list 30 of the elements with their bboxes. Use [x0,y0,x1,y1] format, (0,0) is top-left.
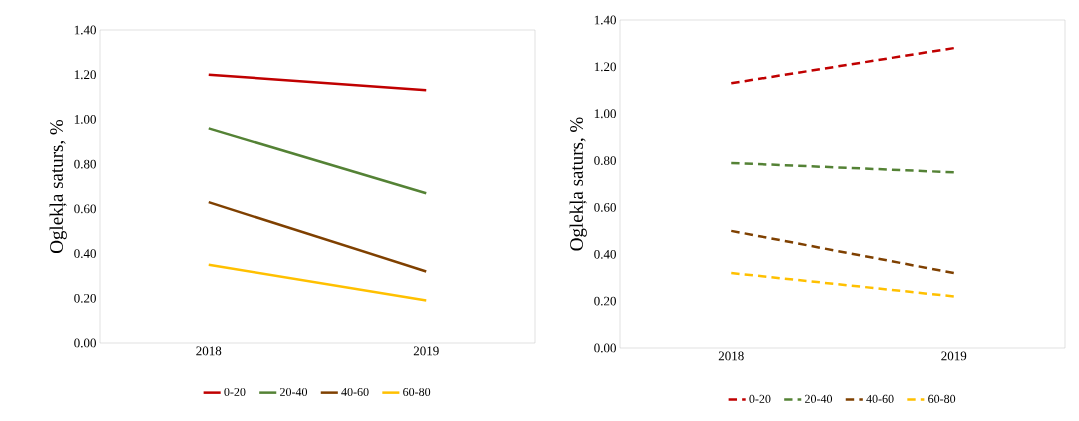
legend-label: 0-20 [224,387,246,396]
x-tick-label: 2019 [413,346,439,356]
y-tick-label: 0.40 [594,249,616,259]
legend-label: 60-80 [928,394,956,403]
y-tick-label: 0.80 [74,159,96,169]
y-tick-label: 1.20 [594,62,616,72]
legend-label: 20-40 [805,394,833,403]
y-tick-label: 0.00 [74,338,96,348]
y-tick-label: 0.60 [74,204,96,214]
y-tick-label: 0.60 [594,203,616,212]
legend-label: 40-60 [866,394,894,403]
y-tick-label: 1.40 [74,25,96,35]
y-tick-label: 0.20 [74,293,96,303]
y-tick-label: 1.00 [594,109,616,119]
legend-label: 60-80 [403,387,431,396]
x-tick-label: 2018 [196,346,222,356]
y-tick-label: 1.00 [74,115,96,124]
legend-label: 40-60 [341,387,369,396]
y-tick-label: 0.00 [594,343,616,353]
x-tick-label: 2018 [718,351,744,361]
y-tick-label: 1.40 [594,15,616,25]
y-tick-label: 0.80 [594,156,616,165]
x-tick-label: 2019 [941,351,967,361]
y-tick-label: 1.20 [74,70,96,80]
y-axis-title: Oglekļa saturs, % [49,119,67,253]
y-tick-label: 0.20 [594,296,616,306]
legend-label: 0-20 [749,394,771,403]
y-tick-label: 0.40 [74,249,96,258]
legend-label: 20-40 [280,387,308,396]
y-axis-title: Oglekļa saturs, % [569,117,587,251]
